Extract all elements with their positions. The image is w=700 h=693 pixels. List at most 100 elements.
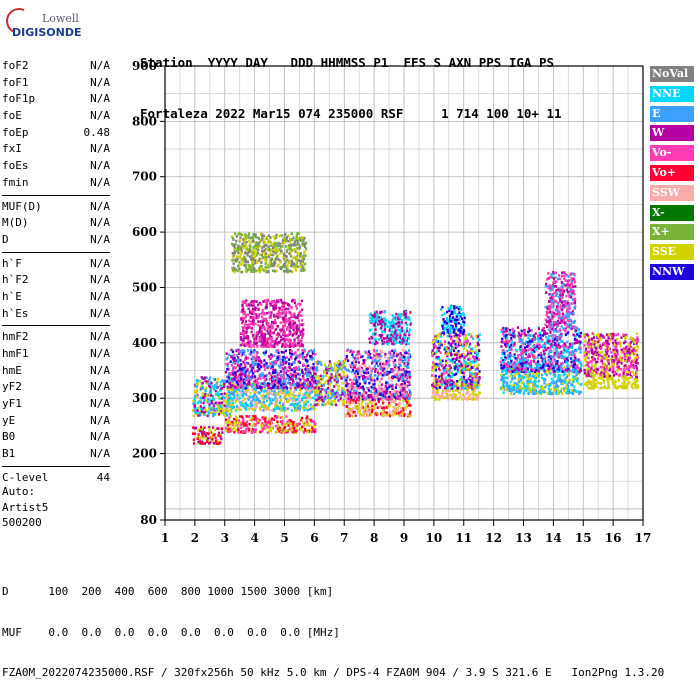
echo-point — [391, 391, 393, 394]
echo-point — [458, 354, 460, 357]
echo-point — [286, 387, 288, 390]
echo-point — [308, 425, 310, 428]
echo-point — [300, 255, 302, 258]
echo-point — [347, 369, 349, 372]
echo-point — [355, 370, 357, 373]
echo-point — [216, 427, 218, 430]
echo-point — [296, 404, 298, 407]
echo-point — [388, 364, 390, 367]
echo-point — [226, 352, 228, 355]
echo-point — [473, 365, 475, 368]
echo-point — [280, 299, 282, 302]
echo-point — [253, 300, 255, 303]
echo-point — [271, 337, 273, 340]
echo-point — [293, 367, 295, 370]
echo-point — [292, 384, 294, 387]
echo-point — [281, 428, 283, 431]
echo-point — [399, 332, 401, 335]
echo-point — [277, 265, 279, 268]
echo-point — [406, 324, 408, 327]
echo-point — [251, 331, 253, 334]
echo-point — [394, 376, 396, 379]
echo-point — [210, 411, 212, 414]
echo-point — [401, 383, 403, 386]
echo-point — [438, 383, 440, 386]
echo-point — [239, 368, 241, 371]
echo-point — [380, 323, 382, 326]
echo-point — [299, 389, 301, 392]
echo-point — [355, 375, 357, 378]
echo-point — [201, 410, 203, 413]
echo-point — [299, 304, 301, 307]
echo-point — [240, 251, 242, 254]
echo-point — [384, 311, 386, 314]
echo-point — [298, 395, 300, 398]
echo-point — [276, 406, 278, 409]
echo-point — [269, 378, 271, 381]
echo-point — [277, 335, 279, 338]
echo-point — [261, 250, 263, 253]
echo-point — [250, 392, 252, 395]
echo-point — [353, 383, 355, 386]
echo-point — [276, 420, 278, 423]
echo-point — [287, 421, 289, 424]
echo-point — [290, 326, 292, 329]
echo-point — [216, 410, 218, 413]
echo-point — [282, 343, 284, 346]
echo-point — [287, 259, 289, 262]
echo-point — [213, 388, 215, 391]
echo-point — [280, 321, 282, 324]
echo-point — [343, 364, 345, 367]
echo-point — [286, 264, 288, 267]
echo-point — [275, 361, 277, 364]
echo-point — [296, 331, 298, 334]
echo-point — [254, 370, 256, 373]
echo-point — [474, 368, 476, 371]
echo-point — [215, 442, 217, 445]
echo-point — [295, 262, 297, 265]
echo-point — [230, 360, 232, 363]
echo-point — [275, 252, 277, 255]
echo-point — [335, 392, 337, 395]
echo-point — [297, 386, 299, 389]
echo-point — [281, 345, 283, 348]
echo-point — [375, 368, 377, 371]
echo-point — [242, 300, 244, 303]
echo-point — [212, 413, 214, 416]
echo-point — [279, 386, 281, 389]
echo-point — [290, 306, 292, 309]
echo-point — [312, 397, 314, 400]
echo-point — [273, 332, 275, 335]
echo-point — [368, 365, 370, 368]
echo-point — [386, 390, 388, 393]
echo-point — [259, 385, 261, 388]
echo-point — [431, 369, 433, 372]
echo-point — [301, 300, 303, 303]
echo-point — [291, 363, 293, 366]
echo-point — [203, 413, 205, 416]
echo-point — [260, 402, 262, 405]
echo-point — [239, 239, 241, 242]
echo-point — [296, 354, 298, 357]
echo-point — [240, 386, 242, 389]
echo-point — [215, 440, 217, 443]
echo-point — [345, 375, 347, 378]
echo-point — [351, 385, 353, 388]
echo-point — [363, 376, 365, 379]
echo-point — [213, 442, 215, 445]
echo-point — [396, 332, 398, 335]
echo-point — [378, 360, 380, 363]
echo-point — [282, 317, 284, 320]
echo-point — [396, 391, 398, 394]
echo-point — [469, 343, 471, 346]
echo-point — [431, 374, 433, 377]
echo-point — [452, 390, 454, 393]
echo-point — [240, 336, 242, 339]
echo-point — [240, 363, 242, 366]
echo-point — [283, 386, 285, 389]
echo-point — [475, 335, 477, 338]
echo-point — [340, 376, 342, 379]
echo-point — [243, 350, 245, 353]
echo-point — [302, 394, 304, 397]
echo-point — [271, 409, 273, 412]
